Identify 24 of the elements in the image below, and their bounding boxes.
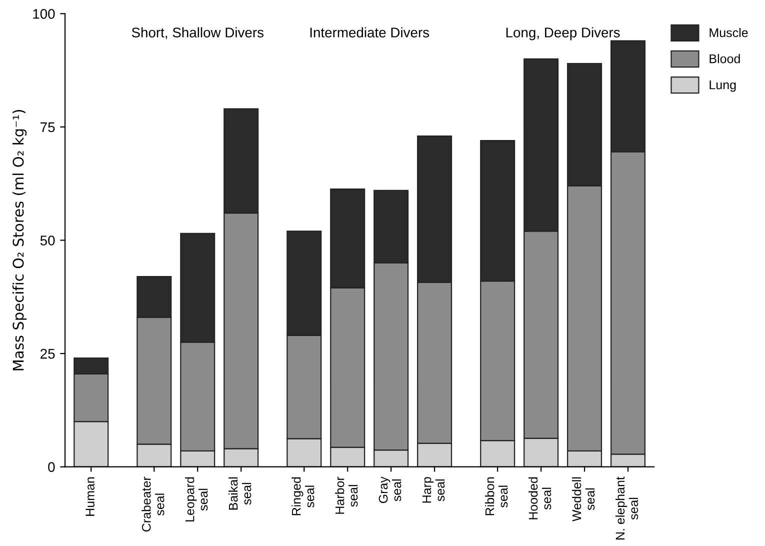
y-tick-label: 75 [40, 122, 55, 132]
annotation: Intermediate Divers [310, 27, 430, 38]
y-tick-label: 50 [40, 236, 55, 246]
annotation: Short, Shallow Divers [132, 27, 264, 40]
x-tick-label: Ringed seal [292, 477, 314, 516]
x-tick-label: Harbor seal [335, 476, 358, 514]
y-tick-label: 25 [40, 348, 55, 359]
y-axis-title: Mass Specific O₂ Stores (ml O₂ kg⁻¹) [12, 110, 27, 370]
annotation: Long, Deep Divers [506, 27, 620, 40]
x-tick-label: Harp seal [422, 477, 445, 503]
legend-label: Muscle [710, 28, 748, 38]
x-tick-label: Crabeater seal [142, 476, 164, 532]
x-tick-label: Ribbon seal [485, 477, 508, 516]
x-tick-label: Human [86, 477, 94, 516]
x-tick-label: Gray seal [378, 476, 402, 504]
x-tick-label: N. elephant seal [615, 476, 638, 540]
legend-label: Blood [710, 54, 740, 64]
y-tick-label: 0 [48, 462, 55, 472]
x-tick-label: Hooded seal [528, 477, 552, 520]
legend-label: Lung [710, 80, 736, 92]
y-tick-label: 100 [33, 8, 55, 19]
x-tick-label: Weddell seal [572, 477, 595, 522]
x-tick-label: Baikal seal [228, 477, 252, 510]
x-tick-label: Leopard seal [185, 477, 208, 522]
